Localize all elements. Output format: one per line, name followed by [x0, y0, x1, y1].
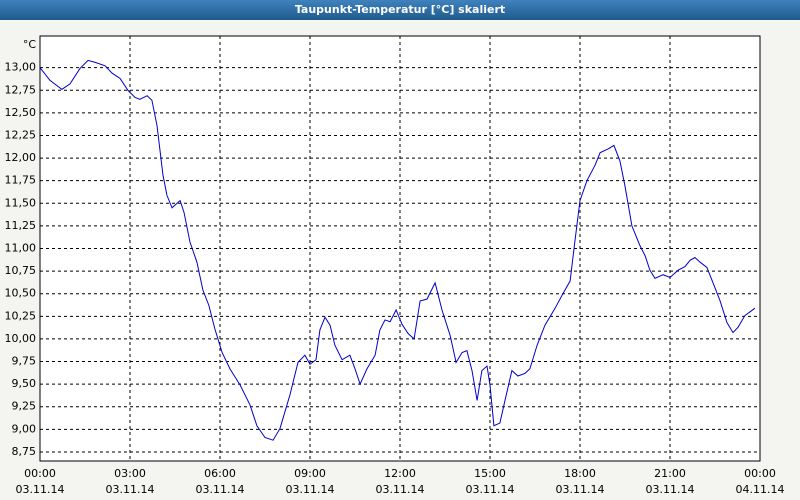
- y-tick-label: 10,25: [5, 309, 37, 322]
- y-tick-label: 13,00: [5, 61, 37, 74]
- data-line: [39, 59, 756, 441]
- x-tick-date: 03.11.14: [556, 483, 605, 496]
- y-tick-label: 12,00: [5, 151, 37, 164]
- x-tick-date: 03.11.14: [196, 483, 245, 496]
- y-tick-label: 11,50: [5, 196, 37, 209]
- x-tick-label: 12:00: [384, 467, 416, 480]
- x-tick-date: 03.11.14: [16, 483, 65, 496]
- y-tick-label: 10,00: [5, 332, 37, 345]
- y-tick-label: 10,75: [5, 264, 37, 277]
- y-tick-label: 11,25: [5, 219, 37, 232]
- y-tick-label: 9,75: [12, 355, 37, 368]
- x-tick-label: 09:00: [294, 467, 326, 480]
- x-tick-date: 03.11.14: [106, 483, 155, 496]
- x-tick-label: 06:00: [204, 467, 236, 480]
- x-tick-date: 03.11.14: [376, 483, 425, 496]
- y-tick-label: 11,75: [5, 174, 37, 187]
- y-tick-label: 8,75: [12, 445, 37, 458]
- y-tick-label: 9,50: [12, 377, 37, 390]
- x-tick-label: 00:00: [744, 467, 776, 480]
- y-tick-label: 12,50: [5, 106, 37, 119]
- x-tick-label: 03:00: [114, 467, 146, 480]
- y-tick-label: 10,50: [5, 287, 37, 300]
- x-tick-label: 18:00: [564, 467, 596, 480]
- chart-title: Taupunkt-Temperatur [°C] skaliert: [295, 3, 505, 16]
- y-tick-label: 11,00: [5, 242, 37, 255]
- x-tick-date: 03.11.14: [286, 483, 335, 496]
- title-bar: [0, 0, 800, 20]
- x-tick-label: 15:00: [474, 467, 506, 480]
- y-tick-label: 9,25: [12, 400, 37, 413]
- x-tick-date: 04.11.14: [736, 483, 785, 496]
- y-tick-label: 9,00: [12, 422, 37, 435]
- x-tick-date: 03.11.14: [646, 483, 695, 496]
- y-tick-label: 12,25: [5, 128, 37, 141]
- x-tick-label: 00:00: [24, 467, 56, 480]
- y-tick-label: 12,75: [5, 83, 37, 96]
- x-tick-label: 21:00: [654, 467, 686, 480]
- x-tick-date: 03.11.14: [466, 483, 515, 496]
- y-unit: °C: [23, 38, 37, 51]
